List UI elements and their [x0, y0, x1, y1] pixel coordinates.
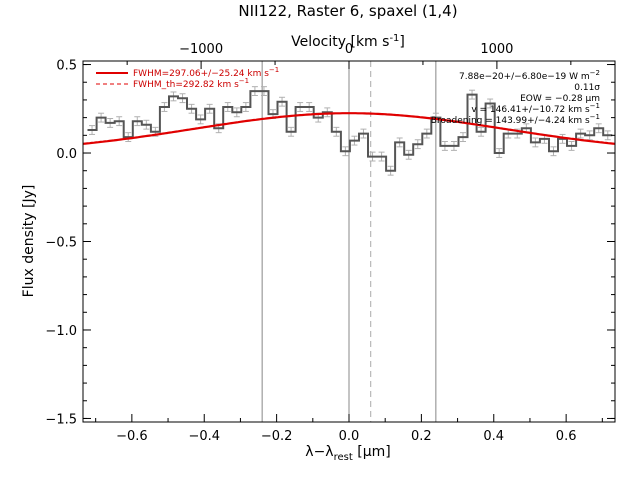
x-axis-title-sub: rest [334, 452, 353, 463]
legend-label-1: FWHM_th=292.82 km s−1 [133, 77, 249, 90]
top-axis-title: Velocity [km s-1] [291, 33, 405, 50]
y-axis-title: Flux density [Jy] [21, 185, 37, 298]
chart-title: NII122, Raster 6, spaxel (1,4) [238, 2, 457, 20]
top-axis-title-sup: -1 [389, 33, 399, 44]
fit-line [82, 112, 616, 145]
annotation-4: Broadening = 143.99+/−4.24 km s−1 [431, 113, 600, 126]
legend: FWHM=297.06+/−25.24 km s−1FWHM_th=292.82… [96, 66, 279, 90]
x-axis-title-post: [μm] [353, 444, 391, 460]
top-axis-title-pre: Velocity [km s [291, 34, 389, 50]
annotation-1: 0.11σ [574, 83, 600, 93]
top-tick-label-1: 0 [345, 42, 353, 57]
x-tick-label-0: −0.6 [116, 429, 148, 444]
y-tick-label-0: −1.5 [45, 412, 77, 427]
x-tick-label-6: 0.6 [556, 429, 577, 444]
x-tick-label-4: 0.2 [411, 429, 432, 444]
y-tick-label-1: −1.0 [45, 324, 77, 339]
x-tick-label-5: 0.4 [483, 429, 504, 444]
legend-label-0: FWHM=297.06+/−25.24 km s−1 [133, 66, 279, 79]
y-tick-label-3: 0.0 [56, 147, 77, 162]
annotation-2: EOW = −0.28 μm [520, 94, 600, 104]
fit-series [82, 112, 616, 145]
x-tick-label-2: −0.2 [261, 429, 293, 444]
x-axis-title-pre: λ−λ [305, 444, 333, 460]
y-tick-label-2: −0.5 [45, 236, 77, 251]
x-tick-label-3: 0.0 [339, 429, 360, 444]
annotation-0: 7.88e−20+/−6.80e−19 W m−2 [459, 69, 600, 82]
annotation-3: v = 146.41+/−10.72 km s−1 [471, 102, 600, 115]
x-axis-title: λ−λrest [μm] [305, 444, 390, 463]
y-tick-label-4: 0.5 [56, 59, 77, 74]
spectrum-line [87, 90, 613, 172]
spectrum-series [87, 90, 613, 172]
x-tick-label-1: −0.4 [188, 429, 220, 444]
axes: −0.6 −0.4 −0.2 0.0 0.2 0.4 0.6 −1.5 −1.0 −0.5 0.0 0… [45, 42, 616, 444]
top-tick-label-0: −1000 [179, 42, 223, 57]
top-tick-label-2: 1000 [480, 42, 513, 57]
top-axis-title-post: ] [399, 34, 404, 50]
